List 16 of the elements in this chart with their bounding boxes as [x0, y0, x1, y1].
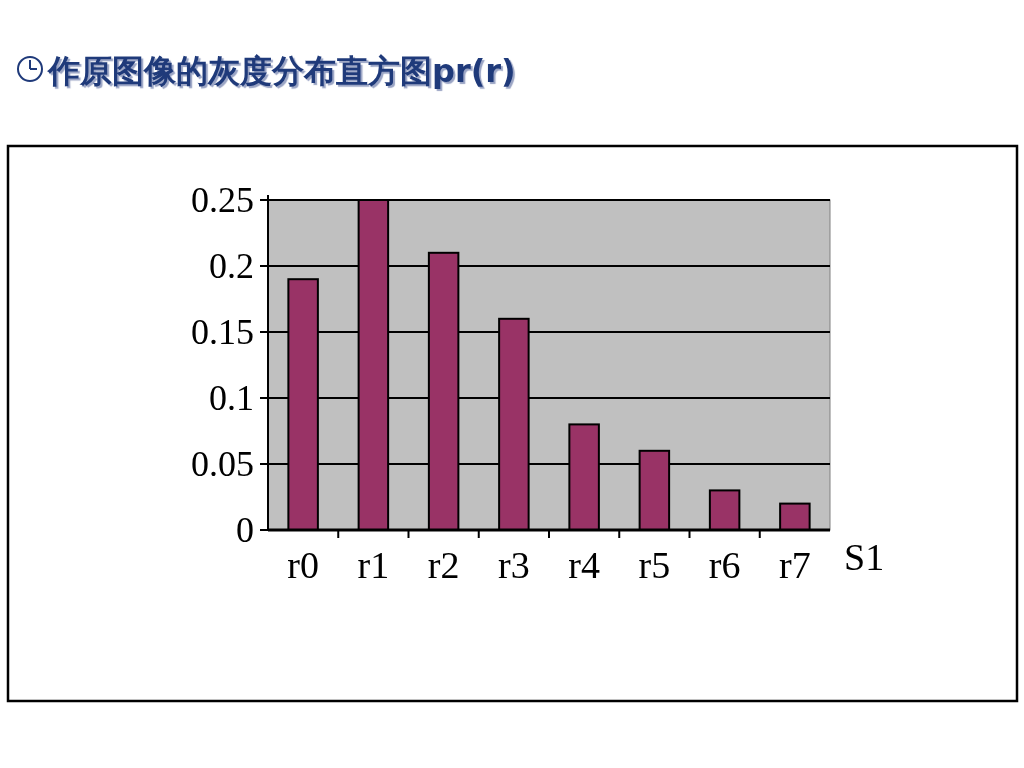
x-tick-label: r1 [357, 544, 390, 586]
x-tick-label: r7 [779, 544, 811, 586]
x-tick-label: r6 [708, 544, 741, 586]
y-tick-label: 0 [236, 510, 254, 550]
chart-title: 作原图像的灰度分布直方图pr(r) [46, 52, 516, 90]
x-tick-label: r4 [568, 544, 600, 586]
y-tick-label: 0.15 [191, 312, 254, 352]
y-tick-label: 0.2 [209, 246, 254, 286]
x-tick-label: r0 [287, 544, 319, 586]
y-tick-label: 0.05 [191, 444, 254, 484]
x-tick-label: r2 [427, 544, 460, 586]
y-tick-label: 0.1 [209, 378, 254, 418]
x-tick-label: r5 [638, 544, 671, 586]
y-tick-label: 0.25 [191, 180, 254, 220]
series-label: S1 [844, 536, 885, 578]
x-tick-label: r3 [498, 544, 530, 586]
